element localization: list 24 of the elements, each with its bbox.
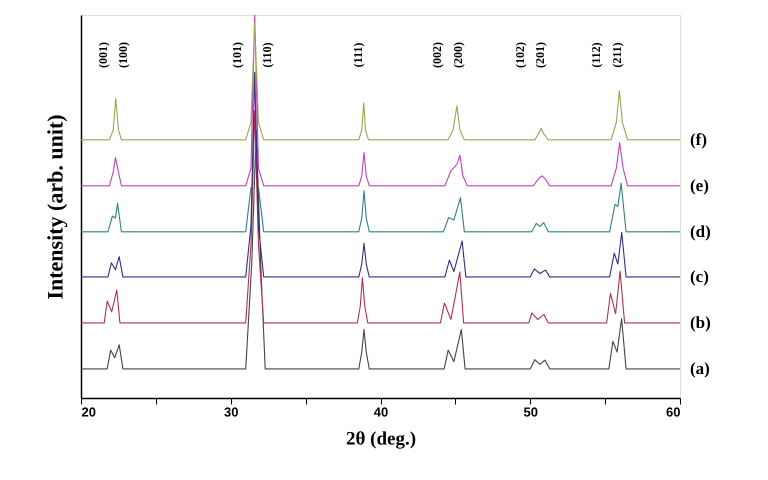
- annotation: (111): [351, 42, 365, 68]
- annotation: (211): [610, 42, 624, 68]
- x-tick-label: 30: [224, 404, 238, 420]
- x-tick-label: 50: [524, 404, 538, 420]
- annotation: (002): [430, 42, 444, 68]
- series-label: (c): [690, 266, 709, 286]
- series-label: (b): [690, 312, 711, 332]
- x-tick-label: 60: [666, 404, 680, 420]
- annotation: (001): [96, 42, 110, 68]
- x-tick-label: 40: [374, 404, 388, 420]
- annotation: (201): [533, 42, 547, 68]
- series-label: (e): [690, 176, 709, 195]
- annotation: (200): [451, 42, 465, 68]
- annotation: (110): [260, 42, 274, 68]
- series-label: (d): [690, 222, 711, 241]
- series-label: (f): [690, 130, 707, 149]
- y-axis-title: Intensity (arb. unit): [42, 114, 68, 300]
- annotation: (100): [116, 42, 130, 68]
- annotation: (112): [589, 42, 603, 68]
- x-axis-title: 2θ (deg.): [346, 428, 416, 450]
- annotation: (101): [230, 42, 244, 68]
- x-tick-label: 20: [82, 404, 96, 420]
- series-label: (a): [690, 358, 710, 378]
- annotation: (102): [513, 42, 527, 68]
